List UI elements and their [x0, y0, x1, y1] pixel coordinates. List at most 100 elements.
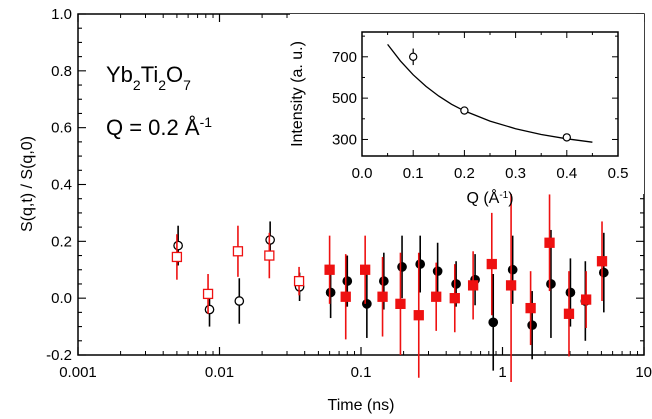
data-point: [232, 225, 244, 277]
open-circle-marker: [173, 240, 183, 251]
filled-square-marker: [413, 310, 424, 321]
data-point: [171, 234, 183, 280]
data-point: [505, 188, 517, 382]
inset-marks: [387, 44, 593, 143]
filled-circle-marker: [397, 262, 407, 272]
inset-y-tick-label: 300: [332, 131, 357, 148]
filled-circle-marker: [546, 279, 556, 289]
filled-circle-marker: [598, 267, 609, 278]
data-point: [362, 269, 372, 338]
inset-open-circle-marker: [409, 52, 418, 62]
inset-x-tick-label: 0.4: [556, 165, 577, 182]
filled-circle-marker: [488, 317, 499, 328]
data-point: [467, 251, 479, 320]
inset-y-tick-label: 500: [332, 90, 357, 107]
filled-square-marker: [449, 293, 460, 304]
data-point: [413, 252, 424, 378]
inset-data-point: [562, 133, 572, 142]
q-value-annotation: Q = 0.2 Å-1: [106, 114, 212, 140]
inset-x-tick-label: 0.5: [608, 165, 629, 182]
inset-x-tick-label: 0.3: [505, 165, 526, 182]
inset-x-tick-label: 0.2: [454, 165, 475, 182]
main-ticklabels: 0.001 0.01 0.1 1 10 -0.2 0.0 0.2 0.4 0.6 0.8 1.0: [46, 6, 652, 381]
filled-square-marker: [596, 256, 608, 267]
data-point: [340, 254, 351, 340]
data-point: [527, 291, 537, 360]
inset-y-tick-label: 700: [332, 49, 357, 66]
data-point: [324, 235, 335, 304]
data-point: [431, 262, 442, 331]
filled-circle-marker: [415, 259, 426, 269]
y-tick-label: 0.0: [51, 290, 72, 307]
filled-circle-marker: [378, 276, 389, 286]
y-tick-label: 0.8: [51, 63, 72, 80]
data-point: [486, 212, 497, 316]
data-point: [397, 235, 407, 299]
fit-curve: [387, 44, 593, 143]
filled-circle-marker: [507, 264, 518, 275]
y-tick-label: 0.4: [51, 177, 72, 194]
filled-circle-marker: [342, 276, 353, 286]
filled-circle-marker: [527, 320, 537, 331]
data-point: [202, 274, 214, 314]
inset-plot: 0.0 0.1 0.2 0.3 0.4 0.5 300 500 700 Q (Å-1) Inte…: [289, 14, 644, 207]
open-square-marker: [202, 288, 214, 300]
y-tick-label: 0.2: [51, 233, 72, 250]
data-point: [449, 264, 460, 333]
filled-square-marker: [431, 291, 442, 302]
inset-background: [290, 14, 644, 194]
x-tick-label: 1: [498, 364, 506, 381]
filled-square-marker: [486, 258, 497, 270]
open-square-marker: [232, 246, 244, 257]
open-circle-marker: [204, 304, 215, 315]
inset-ticklabels: 0.0 0.1 0.2 0.3 0.4 0.5 300 500 700: [332, 49, 628, 182]
inset-open-circle-marker: [562, 133, 572, 142]
x-tick-label: 0.001: [59, 364, 97, 381]
data-point: [360, 235, 371, 304]
y-tick-label: 0.6: [51, 120, 72, 137]
data-point: [563, 271, 575, 357]
data-point: [173, 225, 183, 266]
data-point: [580, 271, 592, 329]
inset-ticks: [361, 32, 619, 156]
open-square-marker: [264, 250, 275, 261]
data-point: [544, 194, 555, 292]
x-tick-label: 0.1: [351, 364, 372, 381]
filled-circle-marker: [451, 279, 461, 289]
open-circle-marker: [265, 235, 275, 245]
inset-data-point: [409, 48, 418, 66]
inset-open-circle-marker: [460, 106, 469, 115]
filled-square-marker: [377, 291, 388, 302]
filled-circle-marker: [325, 287, 336, 298]
data-point: [264, 232, 275, 279]
filled-circle-marker: [565, 287, 576, 298]
open-square-marker: [171, 251, 183, 263]
x-tick-label: 10: [635, 364, 652, 381]
filled-circle-marker: [432, 266, 443, 277]
x-tick-label: 0.01: [205, 364, 234, 381]
y-tick-label: -0.2: [46, 347, 72, 364]
y-tick-label: 1.0: [51, 6, 72, 23]
data-point: [325, 266, 336, 319]
data-point: [488, 274, 499, 371]
data-point: [598, 232, 609, 313]
filled-square-marker: [563, 308, 575, 319]
filled-square-marker: [360, 264, 371, 275]
inset-x-tick-label: 0.1: [403, 165, 424, 182]
data-point: [525, 271, 536, 346]
open-circle-marker: [234, 296, 245, 306]
inset-data-point: [460, 106, 469, 115]
data-point: [377, 256, 388, 337]
inset-x-axis-label: Q (Å-1): [466, 188, 513, 207]
filled-square-marker: [525, 302, 536, 314]
data-point: [395, 252, 406, 355]
data-point: [507, 235, 518, 304]
data-point: [596, 221, 608, 302]
filled-circle-marker: [362, 298, 372, 309]
data-point: [432, 242, 443, 300]
data-point: [265, 221, 275, 259]
inset-y-axis-label: Intensity (a. u.): [289, 41, 306, 147]
filled-square-marker: [340, 291, 351, 302]
main-marks: [171, 188, 609, 382]
